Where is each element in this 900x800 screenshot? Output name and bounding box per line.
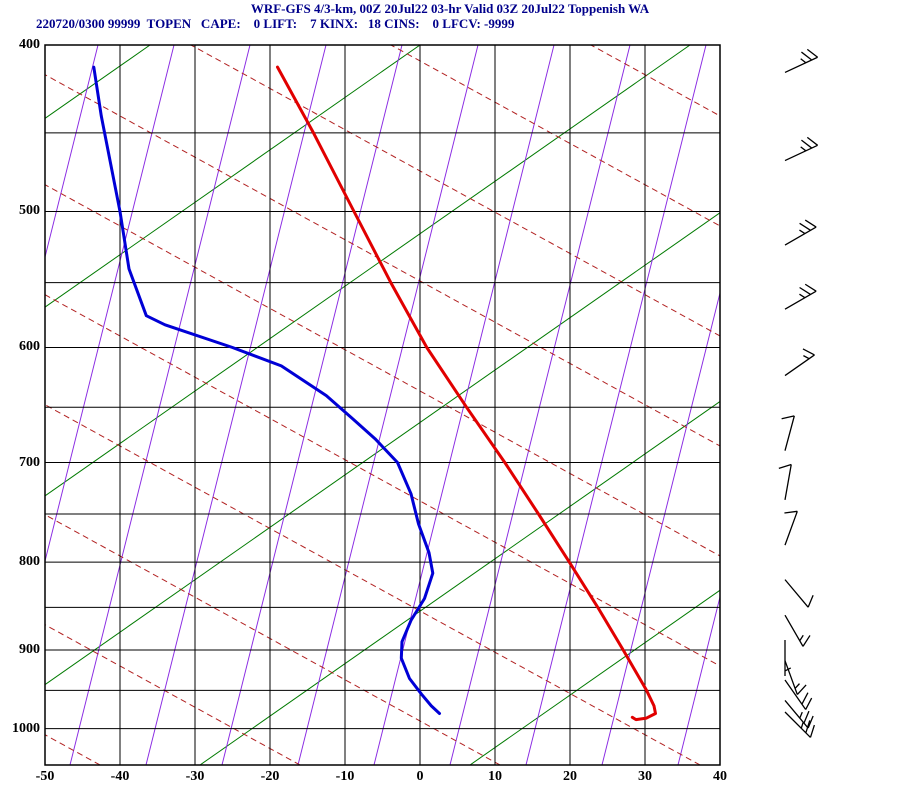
wind-barb [784,283,817,310]
chart-params-line: 220720/0300 99999 TOPEN CAPE: 0 LIFT: 7 … [36,16,515,31]
temperature-trace [276,65,657,722]
wind-barb [784,219,817,246]
wind-barb [784,348,815,377]
wind-barb [778,463,792,501]
pressure-label: 600 [19,339,40,355]
pressure-label: 700 [19,454,40,470]
temperature-label: 10 [488,769,502,784]
pressure-label: 900 [19,641,40,657]
temperature-label: 40 [713,769,727,784]
wind-barb [784,660,807,695]
pressure-label: 500 [19,203,40,219]
wind-barb [784,679,813,710]
temperature-label: 0 [416,769,424,784]
pressure-label: 1000 [12,720,40,736]
wind-barb [784,614,811,647]
wind-barb [784,48,819,74]
temperature-label: 20 [563,769,577,784]
temperature-label: -20 [260,769,280,784]
wind-barb [784,510,798,546]
temperature-label: -40 [110,769,130,784]
pressure-label: 400 [19,37,40,52]
pressure-label: 800 [19,554,40,570]
dewpoint-trace [92,65,441,715]
temperature-label: -10 [335,769,355,784]
wind-barb [784,136,819,162]
temperature-label: 30 [638,769,652,784]
wind-barb [784,700,814,729]
wind-barb [784,579,814,608]
wind-barb [784,639,792,676]
chart-title: WRF-GFS 4/3-km, 00Z 20Jul22 03-hr Valid … [250,1,650,16]
temperature-label: -50 [35,769,55,784]
wind-barb [781,415,795,451]
temperature-label: -30 [185,769,205,784]
wind-barb [784,711,815,738]
